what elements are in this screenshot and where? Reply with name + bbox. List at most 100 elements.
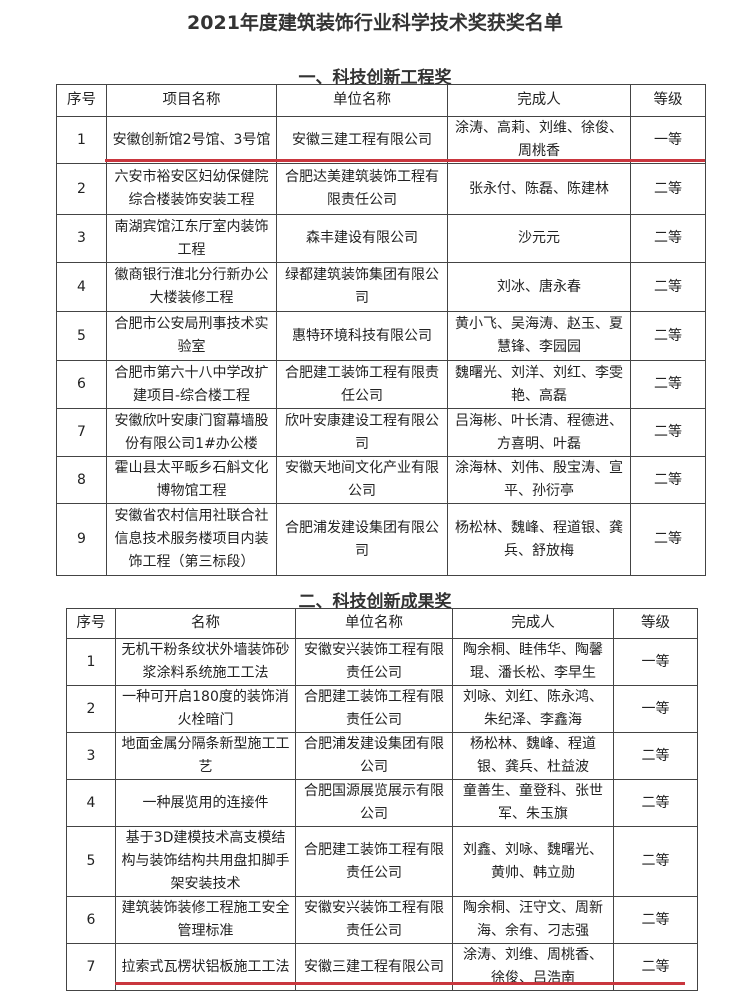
cell-contributors: 陶余桐、汪守文、周新海、余有、刁志强 (452, 896, 614, 944)
table-row: 9 安徽省农村信用社联合社信息技术服务楼项目内装饰工程（第三标段） 合肥浦发建设集团… (56, 503, 706, 576)
header-organization: 单位名称 (276, 84, 448, 117)
cell-index: 7 (66, 943, 116, 991)
table-header-row: 序号 项目名称 单位名称 完成人 等级 (56, 84, 706, 117)
cell-name: 徽商银行淮北分行新办公大楼装修工程 (106, 262, 277, 312)
header-grade: 等级 (613, 608, 698, 639)
table-row: 6 建筑装饰装修工程施工安全管理标准 安徽安兴装饰工程有限责任公司 陶余桐、汪守文、周… (66, 896, 698, 944)
cell-name: 安徽省农村信用社联合社信息技术服务楼项目内装饰工程（第三标段） (106, 503, 277, 576)
cell-grade: 二等 (613, 826, 698, 897)
cell-organization: 安徽安兴装饰工程有限责任公司 (295, 638, 453, 686)
header-name: 名称 (115, 608, 296, 639)
cell-contributors: 陶余桐、眭伟华、陶馨琨、潘长松、李早生 (452, 638, 614, 686)
section1-heading: 一、科技创新工程奖 (298, 68, 452, 88)
table-row: 3 地面金属分隔条新型施工工艺 合肥浦发建设集团有限公司 杨松林、魏峰、程道银、龚兵、… (66, 732, 698, 780)
red-highlight-underline (115, 982, 685, 985)
cell-grade: 二等 (630, 503, 706, 576)
table-row: 2 一种可开启180度的装饰消火栓暗门 合肥建工装饰工程有限责任公司 刘咏、刘红、陈永… (66, 685, 698, 733)
cell-organization: 绿都建筑装饰集团有限公司 (276, 262, 448, 312)
table-row: 7 安徽欣叶安康门窗幕墙股份有限公司1#办公楼 欣叶安康建设工程有限公司 吕海彬、叶长… (56, 408, 706, 457)
cell-name: 南湖宾馆江东厅室内装饰工程 (106, 214, 277, 263)
cell-organization: 安徽三建工程有限公司 (276, 116, 448, 164)
cell-contributors: 刘鑫、刘咏、魏曙光、黄帅、韩立勋 (452, 826, 614, 897)
cell-index: 2 (66, 685, 116, 733)
header-contributors: 完成人 (447, 84, 631, 117)
cell-organization: 合肥国源展览展示有限公司 (295, 779, 453, 827)
cell-contributors: 吕海彬、叶长清、程德进、方喜明、叶磊 (447, 408, 631, 457)
table-row: 1 安徽创新馆2号馆、3号馆 安徽三建工程有限公司 涂涛、高莉、刘维、徐俊、周桃香 一等 (56, 116, 706, 164)
cell-contributors: 童善生、童登科、张世军、朱玉旗 (452, 779, 614, 827)
header-grade: 等级 (630, 84, 706, 117)
cell-grade: 二等 (630, 311, 706, 361)
section2-heading: 二、科技创新成果奖 (298, 592, 452, 612)
table-row: 6 合肥市第六十八中学改扩建项目-综合楼工程 合肥建工装饰工程有限责任公司 魏曙光、刘… (56, 360, 706, 409)
cell-index: 6 (66, 896, 116, 944)
cell-name: 无机干粉条纹状外墙装饰砂浆涂料系统施工工法 (115, 638, 296, 686)
cell-contributors: 涂海林、刘伟、殷宝涛、宣平、孙衍亭 (447, 456, 631, 504)
cell-index: 1 (66, 638, 116, 686)
cell-index: 9 (56, 503, 107, 576)
achievement-award-table: 序号 名称 单位名称 完成人 等级 1 无机干粉条纹状外墙装饰砂浆涂料系统施工工法… (66, 608, 698, 991)
cell-grade: 二等 (630, 408, 706, 457)
cell-organization: 安徽安兴装饰工程有限责任公司 (295, 896, 453, 944)
cell-index: 2 (56, 163, 107, 215)
red-highlight-underline (105, 159, 705, 162)
cell-name: 安徽创新馆2号馆、3号馆 (106, 116, 277, 164)
table-row: 4 徽商银行淮北分行新办公大楼装修工程 绿都建筑装饰集团有限公司 刘冰、唐永春 二等 (56, 262, 706, 312)
cell-grade: 二等 (630, 360, 706, 409)
header-contributors: 完成人 (452, 608, 614, 639)
cell-grade: 二等 (613, 732, 698, 780)
cell-organization: 合肥浦发建设集团有限公司 (276, 503, 448, 576)
cell-index: 8 (56, 456, 107, 504)
header-organization: 单位名称 (295, 608, 453, 639)
cell-name: 六安市裕安区妇幼保健院综合楼装饰安装工程 (106, 163, 277, 215)
cell-name: 建筑装饰装修工程施工安全管理标准 (115, 896, 296, 944)
document-title: 2021年度建筑装饰行业科学技术奖获奖名单 (187, 12, 563, 34)
table-row: 2 六安市裕安区妇幼保健院综合楼装饰安装工程 合肥达美建筑装饰工程有限责任公司 张永付… (56, 163, 706, 215)
table-row: 5 基于3D建模技术高支模结构与装饰结构共用盘扣脚手架安装技术 合肥建工装饰工程有限… (66, 826, 698, 897)
cell-name: 地面金属分隔条新型施工工艺 (115, 732, 296, 780)
cell-contributors: 刘咏、刘红、陈永鸿、朱纪泽、李鑫海 (452, 685, 614, 733)
cell-grade: 二等 (613, 896, 698, 944)
cell-name: 合肥市公安局刑事技术实验室 (106, 311, 277, 361)
cell-contributors: 魏曙光、刘洋、刘红、李雯艳、高磊 (447, 360, 631, 409)
cell-name: 合肥市第六十八中学改扩建项目-综合楼工程 (106, 360, 277, 409)
cell-grade: 二等 (630, 163, 706, 215)
cell-organization: 森丰建设有限公司 (276, 214, 448, 263)
engineering-award-table: 序号 项目名称 单位名称 完成人 等级 1 安徽创新馆2号馆、3号馆 安徽三建工程有… (56, 84, 706, 576)
cell-organization: 惠特环境科技有限公司 (276, 311, 448, 361)
table-row: 1 无机干粉条纹状外墙装饰砂浆涂料系统施工工法 安徽安兴装饰工程有限责任公司 陶余桐、… (66, 638, 698, 686)
cell-grade: 一等 (613, 685, 698, 733)
cell-grade: 二等 (630, 262, 706, 312)
cell-contributors: 黄小飞、吴海涛、赵玉、夏慧锋、李园园 (447, 311, 631, 361)
cell-organization: 欣叶安康建设工程有限公司 (276, 408, 448, 457)
cell-index: 7 (56, 408, 107, 457)
cell-organization: 合肥建工装饰工程有限责任公司 (276, 360, 448, 409)
table-row: 3 南湖宾馆江东厅室内装饰工程 森丰建设有限公司 沙元元 二等 (56, 214, 706, 263)
cell-organization: 安徽天地间文化产业有限公司 (276, 456, 448, 504)
cell-contributors: 杨松林、魏峰、程道银、龚兵、杜益波 (452, 732, 614, 780)
cell-index: 4 (56, 262, 107, 312)
cell-name: 一种展览用的连接件 (115, 779, 296, 827)
table-row: 8 霍山县太平畈乡石斛文化博物馆工程 安徽天地间文化产业有限公司 涂海林、刘伟、殷宝涛… (56, 456, 706, 504)
cell-grade: 二等 (630, 456, 706, 504)
header-index: 序号 (56, 84, 107, 117)
cell-contributors: 张永付、陈磊、陈建林 (447, 163, 631, 215)
cell-index: 5 (56, 311, 107, 361)
cell-contributors: 沙元元 (447, 214, 631, 263)
cell-contributors: 涂涛、高莉、刘维、徐俊、周桃香 (447, 116, 631, 164)
cell-grade: 二等 (613, 779, 698, 827)
cell-organization: 合肥建工装饰工程有限责任公司 (295, 826, 453, 897)
cell-name: 霍山县太平畈乡石斛文化博物馆工程 (106, 456, 277, 504)
cell-name: 基于3D建模技术高支模结构与装饰结构共用盘扣脚手架安装技术 (115, 826, 296, 897)
cell-index: 3 (66, 732, 116, 780)
cell-name: 一种可开启180度的装饰消火栓暗门 (115, 685, 296, 733)
cell-grade: 一等 (630, 116, 706, 164)
cell-index: 3 (56, 214, 107, 263)
table-row: 4 一种展览用的连接件 合肥国源展览展示有限公司 童善生、童登科、张世军、朱玉旗 二等 (66, 779, 698, 827)
cell-name: 安徽欣叶安康门窗幕墙股份有限公司1#办公楼 (106, 408, 277, 457)
cell-index: 4 (66, 779, 116, 827)
cell-organization: 合肥达美建筑装饰工程有限责任公司 (276, 163, 448, 215)
cell-grade: 二等 (630, 214, 706, 263)
cell-index: 1 (56, 116, 107, 164)
